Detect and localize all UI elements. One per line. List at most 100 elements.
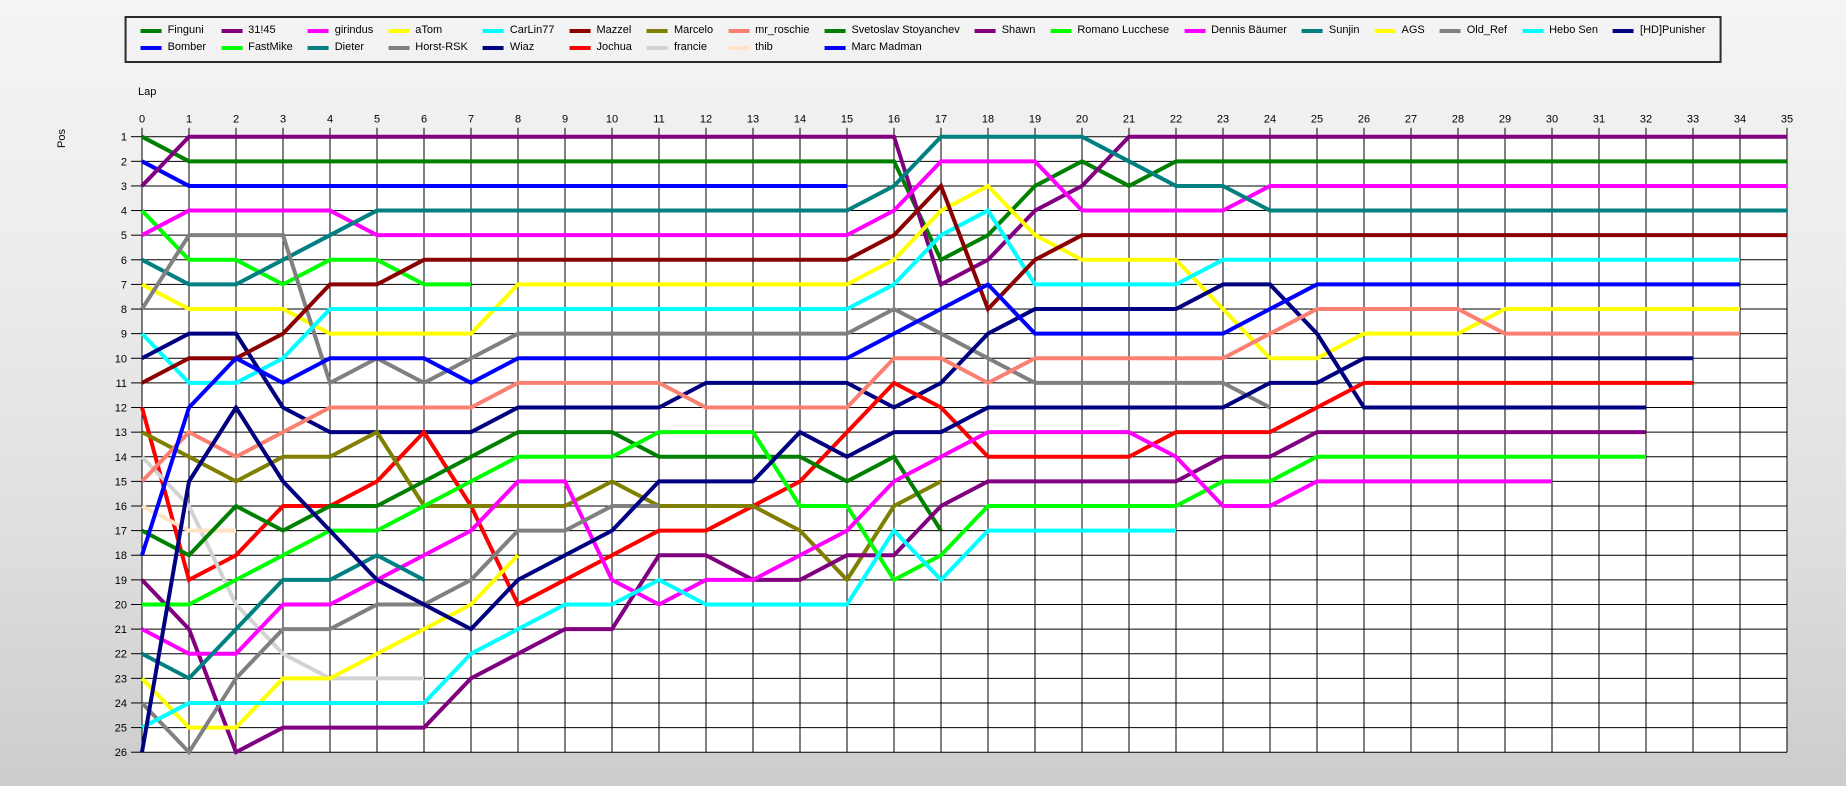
legend-column: Dennis Bäumer — [1184, 23, 1287, 38]
legend-item-francie: francie — [646, 40, 713, 55]
legend-label: Marc Madman — [851, 41, 922, 53]
series-line-marc-madman — [140, 281, 1740, 556]
series-line-old-ref — [140, 504, 659, 756]
x-tick-label: 3 — [280, 114, 286, 126]
x-tick-label: 0 — [139, 114, 145, 126]
x-tick-label: 18 — [982, 114, 994, 126]
y-tick-label: 23 — [115, 673, 127, 685]
legend: Finguni Bomber 31!45 FastMike girindus Dieter… — [124, 16, 1722, 63]
legend-swatch-icon — [388, 45, 410, 50]
legend-label: Bomber — [167, 41, 207, 53]
legend-label: CarLin77 — [509, 24, 555, 36]
y-tick-label: 7 — [121, 279, 127, 291]
legend-item-marcelo: Marcelo — [646, 23, 714, 38]
legend-item--hd-punisher: [HD]Punisher — [1613, 23, 1705, 38]
x-tick-label: 2 — [233, 114, 239, 126]
x-tick-label: 21 — [1123, 114, 1135, 126]
legend-label: aTom — [415, 24, 443, 36]
x-tick-label: 15 — [841, 114, 853, 126]
x-tick-label: 31 — [1593, 114, 1605, 126]
legend-label: Wiaz — [509, 41, 535, 53]
x-tick-label: 6 — [421, 114, 427, 126]
series-line-romano-lucchese — [142, 430, 1646, 607]
legend-label: Jochua — [596, 41, 632, 53]
x-tick-label: 35 — [1781, 114, 1793, 126]
legend-item-carlin77: CarLin77 — [482, 23, 555, 38]
x-tick-label: 8 — [515, 114, 521, 126]
x-tick-label: 28 — [1452, 114, 1464, 126]
series-line-svetoslav-stoyanchev — [141, 430, 943, 558]
series-line-carlin77 — [140, 207, 1740, 385]
legend-item-shawn: Shawn — [974, 23, 1036, 38]
legend-column: aTom Horst-RSK — [388, 23, 468, 55]
legend-label: 31!45 — [248, 24, 276, 36]
legend-swatch-icon — [974, 28, 996, 33]
legend-label: Sunjin — [1328, 24, 1360, 36]
legend-swatch-icon — [1613, 28, 1635, 33]
y-tick-label: 16 — [115, 501, 127, 513]
x-tick-label: 19 — [1029, 114, 1041, 126]
y-tick-label: 11 — [116, 378, 127, 390]
x-tick-label: 10 — [606, 114, 618, 126]
legend-label: Dieter — [334, 41, 365, 53]
y-tick-label: 6 — [121, 255, 127, 267]
series-line-fastmike — [140, 209, 471, 287]
x-tick-label: 5 — [374, 114, 380, 126]
y-tick-label: 8 — [121, 304, 127, 316]
legend-item-dennis-b-umer: Dennis Bäumer — [1184, 23, 1287, 38]
legend-label: francie — [673, 41, 707, 53]
legend-swatch-icon — [1439, 28, 1461, 33]
legend-column: Shawn — [974, 23, 1036, 38]
y-tick-label: 15 — [115, 476, 127, 488]
legend-item-wiaz: Wiaz — [482, 40, 555, 55]
legend-column: Mazzel Jochua — [569, 23, 632, 55]
x-tick-label: 11 — [653, 114, 664, 126]
legend-swatch-icon — [140, 28, 162, 33]
x-tick-label: 17 — [935, 114, 947, 126]
x-tick-label: 24 — [1264, 114, 1276, 126]
legend-column: AGS — [1374, 23, 1425, 38]
legend-label: Mazzel — [596, 24, 632, 36]
x-tick-label: 29 — [1499, 114, 1511, 126]
legend-column: Marcelo francie — [646, 23, 714, 55]
legend-label: Romano Lucchese — [1077, 24, 1170, 36]
legend-item-marc-madman: Marc Madman — [824, 40, 959, 55]
x-tick-label: 1 — [186, 114, 192, 126]
series-line-hebo-sen — [141, 527, 1176, 730]
y-axis-title: Pos — [56, 129, 68, 148]
y-tick-label: 24 — [115, 698, 127, 710]
y-tick-label: 21 — [115, 624, 127, 636]
legend-swatch-icon — [728, 45, 750, 50]
legend-column: 31!45 FastMike — [221, 23, 293, 55]
legend-swatch-icon — [1374, 28, 1396, 33]
x-tick-label: 20 — [1076, 114, 1088, 126]
series-line-31-45 — [140, 134, 1787, 288]
legend-column: Hebo Sen — [1522, 23, 1598, 38]
legend-label: Marcelo — [673, 24, 714, 36]
legend-item-thib: thib — [728, 40, 809, 55]
y-tick-label: 18 — [115, 550, 127, 562]
legend-label: Shawn — [1001, 24, 1036, 36]
series-line-marcelo — [141, 429, 942, 584]
legend-label: Hebo Sen — [1549, 24, 1599, 36]
y-tick-label: 17 — [115, 526, 127, 538]
x-tick-label: 12 — [700, 114, 712, 126]
y-tick-label: 26 — [115, 747, 127, 759]
legend-swatch-icon — [221, 45, 243, 50]
series-line-sunjin — [141, 552, 425, 681]
x-axis-title: Lap — [138, 86, 157, 98]
legend-swatch-icon — [307, 45, 329, 50]
x-tick-label: 9 — [562, 114, 568, 126]
legend-item-mazzel: Mazzel — [569, 23, 631, 38]
legend-column: Finguni Bomber — [140, 23, 207, 55]
legend-swatch-icon — [824, 45, 846, 50]
x-tick-label: 13 — [747, 114, 759, 126]
legend-label: thib — [755, 41, 773, 53]
legend-column: Sunjin — [1301, 23, 1360, 38]
legend-swatch-icon — [307, 28, 329, 33]
legend-column: Romano Lucchese — [1050, 23, 1169, 38]
legend-swatch-icon — [646, 45, 668, 50]
legend-swatch-icon — [824, 28, 846, 33]
legend-column: CarLin77 Wiaz — [482, 23, 555, 55]
legend-swatch-icon — [1184, 28, 1206, 33]
